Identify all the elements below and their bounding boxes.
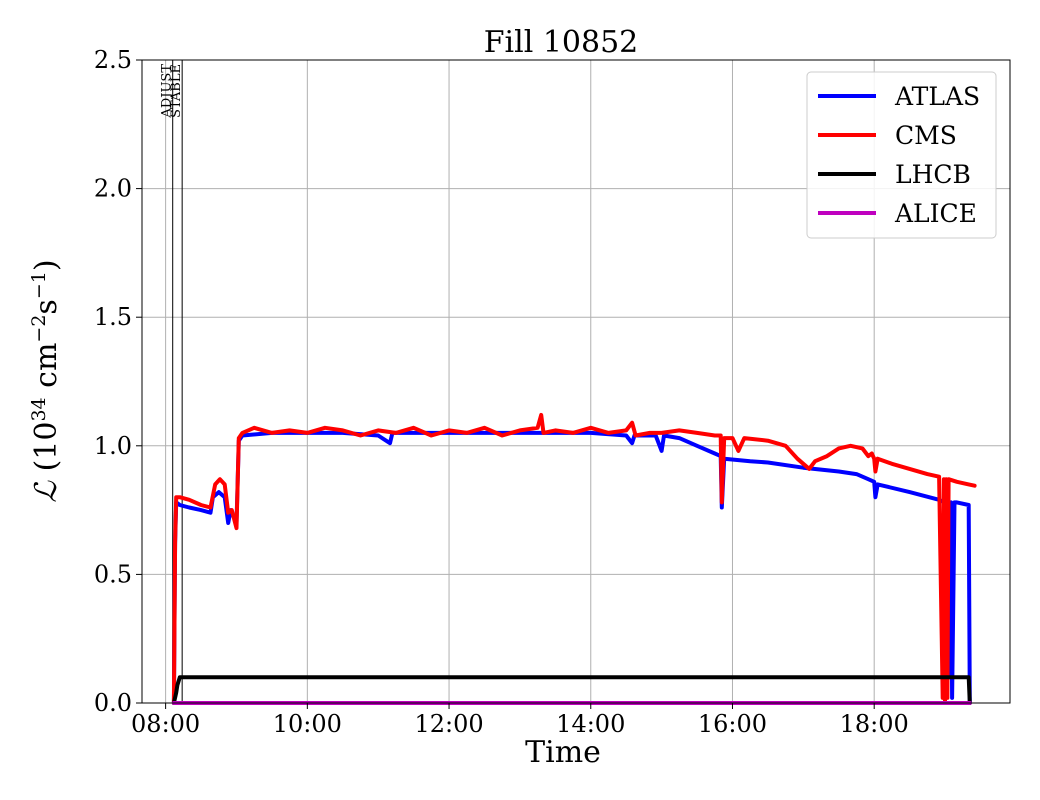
y-tick-label: 1.5 [94,303,132,331]
legend-items: ATLAS CMS LHCB ALICE [818,82,980,228]
y-axis-label-close: ) [29,259,64,271]
x-axis-label: Time [525,735,601,770]
series-line-cms [171,412,977,705]
mode-marker-label: STABLE [169,64,184,118]
y-axis-label-s: s [29,299,64,314]
y-tick-label: 0.5 [94,560,132,588]
y-axis-label-exp1: 34 [28,397,50,421]
x-tick-label: 08:00 [131,710,200,738]
y-axis-label-exp3: −1 [28,271,50,299]
y-axis-label-cm: cm [29,343,64,398]
legend: ATLAS CMS LHCB ALICE [806,71,997,239]
x-tick-label: 18:00 [840,710,909,738]
x-tick-label: 14:00 [556,710,625,738]
legend-label-alice: ALICE [894,199,977,228]
legend-label-lhcb: LHCB [895,160,971,189]
y-tick-label: 2.0 [94,175,132,203]
x-tick-label: 12:00 [414,710,483,738]
legend-label-cms: CMS [895,121,957,150]
y-axis-label-open: (10 [29,422,64,481]
y-axis-label-exp2: −2 [28,315,50,343]
y-axis-label: ℒ (1034 cm−2s−1) [28,259,64,502]
x-tick-label: 16:00 [698,710,767,738]
legend-box [806,71,997,239]
y-tick-label: 2.5 [94,46,132,74]
plot-frame [141,59,1011,704]
chart-title: Fill 10852 [484,25,639,60]
y-axis-label-symbol: ℒ [29,480,64,503]
y-tick-label: 0.0 [94,689,132,717]
series-line-lhcb [171,675,972,705]
y-tick-label: 1.0 [94,432,132,460]
mode-marker-label: ADJUST [160,64,175,119]
legend-label-atlas: ATLAS [894,82,980,111]
tick-layer: 08:00 10:00 12:00 14:00 16:00 18:00 0.0 0.5 1.0 1… [94,46,909,738]
x-tick-label: 10:00 [273,710,342,738]
